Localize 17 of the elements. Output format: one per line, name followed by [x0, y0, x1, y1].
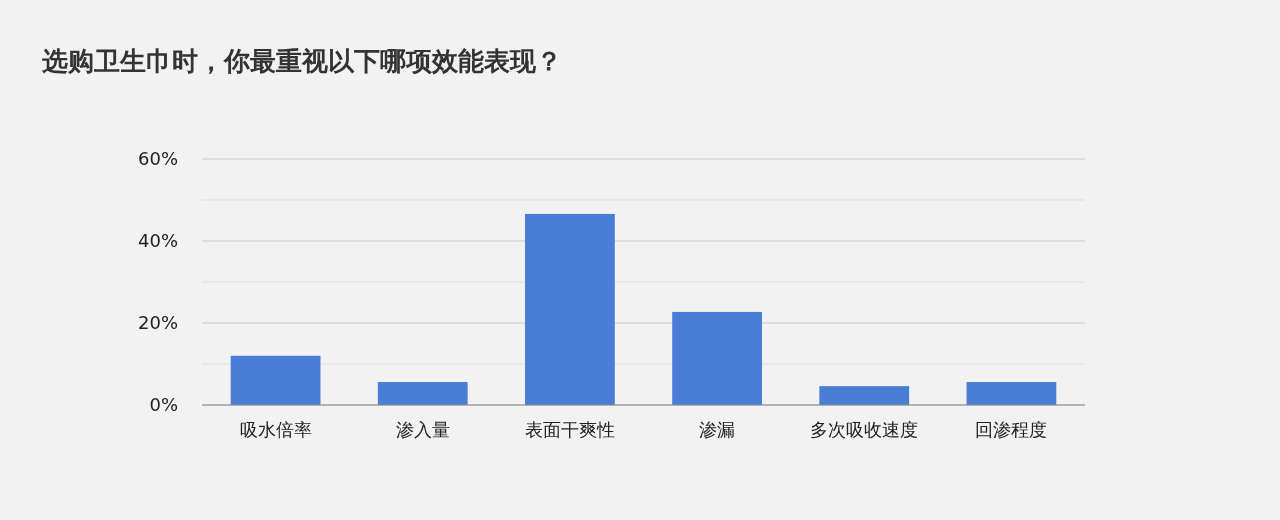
bar — [672, 311, 762, 405]
bar — [966, 382, 1057, 405]
y-tick-label: 20% — [137, 312, 178, 333]
x-tick-label: 回渗程度 — [975, 419, 1048, 440]
x-tick-label: 渗入量 — [395, 419, 450, 440]
bar — [230, 355, 321, 405]
y-tick-label: 0% — [149, 394, 178, 415]
x-tick-label: 表面干爽性 — [524, 419, 615, 440]
bar — [525, 213, 615, 405]
x-tick-label: 渗漏 — [699, 419, 736, 440]
x-tick-label: 吸水倍率 — [239, 419, 312, 440]
chart-title: 选购卫生巾时，你最重视以下哪项效能表现？ — [41, 46, 562, 76]
y-tick-label: 40% — [137, 230, 178, 251]
x-tick-label: 多次吸收速度 — [810, 419, 919, 440]
y-tick-label: 60% — [137, 148, 178, 169]
bar — [819, 386, 910, 405]
bar — [377, 382, 468, 405]
